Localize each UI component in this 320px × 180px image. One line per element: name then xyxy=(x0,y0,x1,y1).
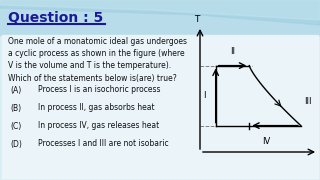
Polygon shape xyxy=(0,0,320,20)
Text: (A): (A) xyxy=(10,86,21,94)
Text: (D): (D) xyxy=(10,140,22,148)
Polygon shape xyxy=(0,0,320,25)
Text: III: III xyxy=(304,97,311,106)
Text: I: I xyxy=(203,91,206,100)
Text: One mole of a monatomic ideal gas undergoes: One mole of a monatomic ideal gas underg… xyxy=(8,37,187,46)
Text: Question : 5: Question : 5 xyxy=(8,11,103,25)
Text: V is the volume and T is the temperature).: V is the volume and T is the temperature… xyxy=(8,62,171,71)
Text: Which of the statements below is(are) true?: Which of the statements below is(are) tr… xyxy=(8,73,177,82)
Text: T: T xyxy=(194,15,200,24)
Text: Process I is an isochoric process: Process I is an isochoric process xyxy=(38,86,161,94)
Text: In process IV, gas releases heat: In process IV, gas releases heat xyxy=(38,122,159,130)
Text: IV: IV xyxy=(262,137,270,146)
Text: In process II, gas absorbs heat: In process II, gas absorbs heat xyxy=(38,103,155,112)
Text: (C): (C) xyxy=(10,122,21,130)
Bar xyxy=(2,35,318,178)
Text: (B): (B) xyxy=(10,103,21,112)
Text: a cyclic process as shown in the figure (where: a cyclic process as shown in the figure … xyxy=(8,50,185,59)
Bar xyxy=(0,0,320,35)
Text: II: II xyxy=(230,47,235,56)
Text: Processes I and III are not isobaric: Processes I and III are not isobaric xyxy=(38,140,169,148)
